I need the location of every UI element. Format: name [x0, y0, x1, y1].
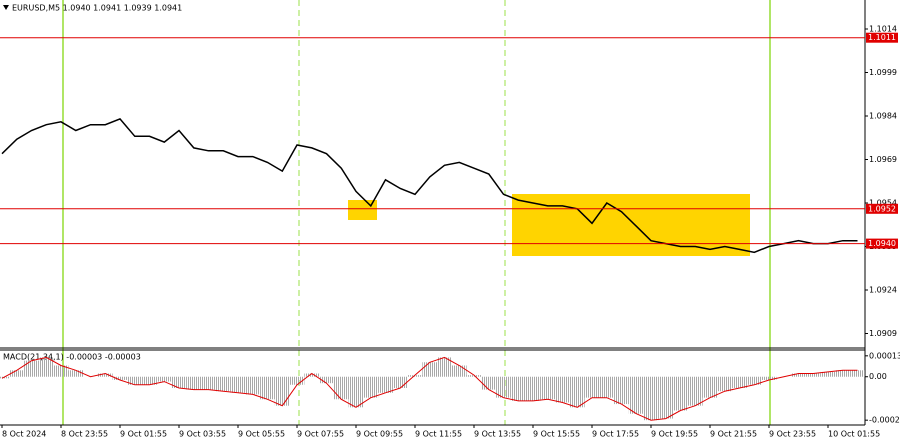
level-label-box	[866, 238, 898, 249]
y-tick-label: 1.0909	[869, 329, 897, 338]
histogram-bar	[112, 376, 128, 380]
histogram-bar	[850, 370, 865, 377]
highlight-zone	[512, 194, 750, 256]
x-tick-label: 10 Oct 01:55	[828, 430, 880, 439]
level-label: 1.0952	[868, 204, 896, 213]
histogram-bar	[392, 376, 408, 388]
histogram-bar	[171, 376, 187, 388]
x-tick-label: 9 Oct 17:55	[592, 430, 639, 439]
x-tick-label: 9 Oct 09:55	[356, 430, 403, 439]
histogram-bar	[628, 376, 644, 414]
histogram-bar	[407, 375, 423, 377]
histogram-bar	[584, 376, 600, 398]
histogram-bar	[540, 376, 556, 400]
histogram-bar	[481, 376, 497, 390]
histogram-bar	[466, 375, 482, 377]
histogram-bar	[97, 373, 113, 377]
histogram-bar	[230, 376, 246, 393]
histogram-bar	[289, 376, 305, 385]
x-tick-label: 9 Oct 01:55	[120, 430, 167, 439]
histogram-bar	[569, 376, 585, 408]
histogram-bar	[274, 376, 290, 406]
histogram-bar	[599, 376, 615, 398]
histogram-bar	[717, 376, 733, 392]
histogram-bar	[319, 376, 334, 384]
histogram-bar	[304, 373, 320, 377]
x-tick-label: 9 Oct 21:55	[710, 430, 757, 439]
level-label: 1.0940	[868, 239, 896, 248]
indicator-title: MACD(21,34,1) -0.00003 -0.00003	[3, 353, 141, 362]
histogram-bar	[0, 376, 10, 379]
level-label: 1.1011	[868, 33, 896, 42]
histogram-bar	[791, 373, 806, 377]
x-tick-label: 9 Oct 19:55	[651, 430, 698, 439]
y-tick-label: 1.0999	[869, 68, 897, 77]
histogram-bar	[687, 376, 703, 406]
histogram-bar	[835, 370, 851, 377]
histogram-bar	[53, 365, 69, 377]
histogram-bar	[9, 370, 25, 377]
x-tick-label: 9 Oct 05:55	[238, 430, 285, 439]
x-tick-label: 9 Oct 23:55	[769, 430, 816, 439]
histogram-bar	[643, 376, 659, 421]
histogram-bar	[142, 376, 157, 385]
histogram-bar	[378, 376, 393, 393]
histogram-bar	[363, 376, 379, 398]
dropdown-icon	[3, 5, 9, 10]
histogram-bar	[24, 360, 39, 377]
price-line	[1, 118, 858, 254]
histogram-bar	[614, 376, 629, 405]
histogram-bar	[68, 370, 84, 377]
y-tick-label: 1.0924	[869, 286, 897, 295]
histogram-bar	[127, 376, 143, 385]
histogram-bar	[38, 357, 54, 377]
y-tick-label: 1.0984	[869, 112, 897, 121]
histogram-bar	[245, 376, 261, 395]
x-tick-label: 8 Oct 2024	[2, 430, 46, 439]
histogram-bar	[805, 373, 821, 377]
histogram-bar	[260, 376, 275, 400]
histogram-bar	[451, 365, 467, 377]
x-tick-label: 9 Oct 15:55	[533, 430, 580, 439]
histogram-bar	[746, 376, 762, 385]
x-tick-label: 9 Oct 03:55	[179, 430, 226, 439]
histogram-bar	[496, 376, 511, 398]
histogram-bar	[156, 376, 172, 382]
histogram-bar	[702, 376, 718, 398]
histogram-bar	[333, 376, 349, 400]
histogram-bar	[201, 376, 216, 390]
histogram-bar	[348, 376, 364, 408]
x-tick-label: 8 Oct 23:55	[61, 430, 108, 439]
x-tick-label: 9 Oct 13:55	[474, 430, 521, 439]
histogram-bar	[186, 376, 202, 390]
histogram-bar	[437, 357, 452, 377]
y-tick-label: 0.00013	[869, 351, 900, 360]
signal-line	[1, 356, 858, 421]
y-tick-label: 1.1014	[869, 25, 897, 34]
histogram-bar	[510, 376, 526, 401]
level-label-box	[866, 32, 898, 43]
y-tick-label: -0.00027	[869, 416, 900, 425]
y-tick-label: 0.00	[869, 372, 887, 381]
histogram-bar	[820, 371, 836, 377]
histogram-bar	[732, 376, 747, 388]
histogram-bar	[761, 376, 777, 380]
level-label-box	[866, 203, 898, 214]
histogram-bar	[658, 376, 674, 419]
x-tick-label: 9 Oct 07:55	[297, 430, 344, 439]
y-tick-label: 1.0969	[869, 155, 897, 164]
y-tick-label: 1.0954	[869, 199, 897, 208]
histogram-bar	[215, 376, 231, 392]
histogram-bar	[525, 376, 541, 401]
histogram-bar	[422, 362, 438, 377]
histogram-bar	[555, 376, 570, 403]
histogram-bar	[673, 376, 688, 411]
chart-title: EURUSD,M5 1.0940 1.0941 1.0939 1.0941	[12, 4, 182, 13]
x-tick-label: 9 Oct 11:55	[415, 430, 462, 439]
